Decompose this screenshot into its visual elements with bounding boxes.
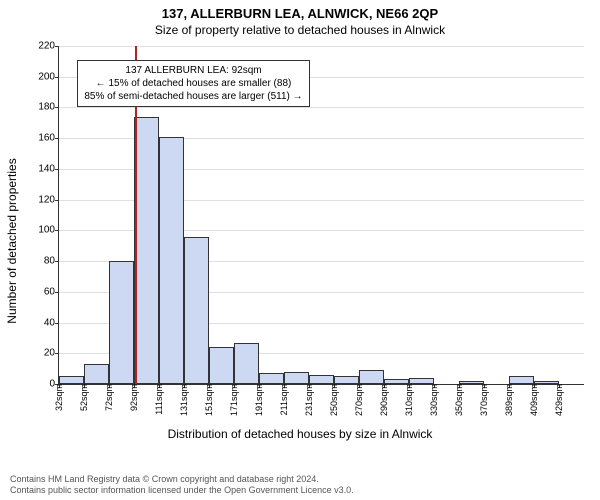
y-tick-mark [55, 138, 59, 139]
y-tick-label: 0 [23, 379, 55, 390]
y-tick-label: 80 [23, 256, 55, 267]
histogram-bar [259, 373, 284, 384]
x-tick-label: 330sqm [429, 384, 439, 416]
y-tick-mark [55, 261, 59, 262]
y-tick-label: 40 [23, 317, 55, 328]
y-tick-label: 100 [23, 225, 55, 236]
x-tick-label: 231sqm [304, 384, 314, 416]
y-tick-label: 220 [23, 41, 55, 52]
y-tick-mark [55, 46, 59, 47]
annotation-line: 137 ALLERBURN LEA: 92sqm [84, 64, 302, 77]
y-tick-label: 200 [23, 71, 55, 82]
y-tick-mark [55, 169, 59, 170]
title-sub: Size of property relative to detached ho… [0, 21, 600, 37]
histogram-bar [209, 347, 234, 384]
histogram-bar [159, 137, 184, 384]
y-tick-mark [55, 323, 59, 324]
x-tick-label: 429sqm [554, 384, 564, 416]
x-tick-label: 72sqm [104, 384, 114, 411]
plot-region: 02040608010012014016018020022032sqm52sqm… [58, 46, 584, 385]
y-tick-label: 20 [23, 348, 55, 359]
histogram-bar [284, 372, 309, 384]
x-tick-label: 131sqm [179, 384, 189, 416]
footer-attribution: Contains HM Land Registry data © Crown c… [10, 474, 354, 497]
x-tick-label: 151sqm [204, 384, 214, 416]
y-tick-label: 180 [23, 102, 55, 113]
x-tick-label: 92sqm [129, 384, 139, 411]
histogram-bar [359, 370, 384, 384]
histogram-bar [334, 376, 359, 384]
y-axis-label: Number of detached properties [5, 158, 19, 323]
x-axis-label: Distribution of detached houses by size … [0, 427, 600, 441]
y-tick-label: 160 [23, 133, 55, 144]
histogram-bar [84, 364, 109, 384]
x-tick-label: 270sqm [354, 384, 364, 416]
x-tick-label: 211sqm [279, 384, 289, 415]
annotation-line: 85% of semi-detached houses are larger (… [84, 90, 302, 103]
y-tick-mark [55, 230, 59, 231]
y-tick-label: 140 [23, 163, 55, 174]
histogram-bar [309, 375, 334, 384]
footer-line-1: Contains HM Land Registry data © Crown c… [10, 474, 354, 485]
x-tick-label: 171sqm [229, 384, 239, 416]
y-tick-mark [55, 77, 59, 78]
x-tick-label: 250sqm [329, 384, 339, 416]
annotation-box: 137 ALLERBURN LEA: 92sqm← 15% of detache… [77, 60, 309, 107]
x-tick-label: 290sqm [379, 384, 389, 416]
histogram-bar [234, 343, 259, 384]
y-tick-mark [55, 292, 59, 293]
y-tick-label: 120 [23, 194, 55, 205]
x-tick-label: 111sqm [154, 384, 164, 415]
title-main: 137, ALLERBURN LEA, ALNWICK, NE66 2QP [0, 0, 600, 21]
annotation-line: ← 15% of detached houses are smaller (88… [84, 77, 302, 90]
y-tick-mark [55, 353, 59, 354]
histogram-bar [134, 117, 159, 384]
y-tick-mark [55, 107, 59, 108]
x-tick-label: 389sqm [504, 384, 514, 416]
y-tick-mark [55, 200, 59, 201]
histogram-bar [109, 261, 134, 384]
x-tick-label: 350sqm [454, 384, 464, 416]
x-tick-label: 32sqm [54, 384, 64, 411]
x-tick-label: 52sqm [79, 384, 89, 411]
histogram-bar [509, 376, 534, 384]
x-tick-label: 370sqm [479, 384, 489, 416]
histogram-bar [184, 237, 209, 384]
histogram-bar [59, 376, 84, 384]
footer-line-2: Contains public sector information licen… [10, 485, 354, 496]
x-tick-label: 310sqm [404, 384, 414, 416]
y-tick-label: 60 [23, 286, 55, 297]
x-tick-label: 191sqm [254, 384, 264, 416]
gridline [59, 107, 584, 108]
chart-area: Number of detached properties 0204060801… [0, 38, 600, 443]
gridline [59, 46, 584, 47]
x-tick-label: 409sqm [529, 384, 539, 416]
